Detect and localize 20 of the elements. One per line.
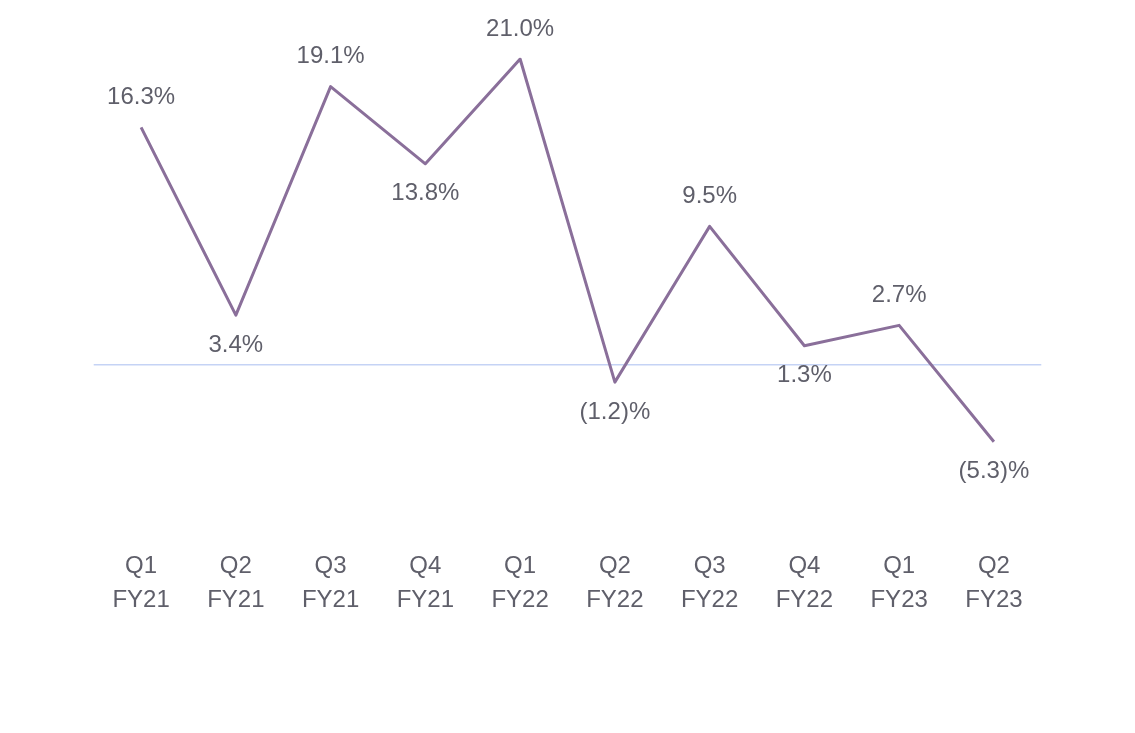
- x-tick-label: Q3 FY21: [301, 551, 360, 612]
- data-label: 3.4%: [208, 329, 264, 357]
- data-label: 2.7%: [871, 279, 927, 307]
- data-label: (1.2)%: [579, 396, 651, 424]
- data-label: 9.5%: [682, 181, 737, 209]
- x-tick-label: Q2 FY23: [965, 551, 1023, 612]
- data-label: 13.8%: [391, 178, 460, 206]
- x-tick-label: Q2 FY22: [586, 551, 644, 612]
- data-label: 1.3%: [777, 360, 832, 388]
- data-label: 19.1%: [296, 41, 365, 69]
- data-label: 21.0%: [486, 13, 555, 41]
- x-tick-label: Q1 FY22: [491, 551, 549, 612]
- data-label: 16.3%: [107, 82, 176, 110]
- x-tick-label: Q3 FY22: [680, 551, 739, 612]
- x-tick-label: Q1 FY23: [870, 551, 928, 612]
- x-tick-label: Q4 FY22: [775, 551, 834, 612]
- data-label: (5.3)%: [958, 456, 1030, 484]
- x-tick-label: Q1 FY21: [112, 551, 170, 612]
- x-tick-label: Q2 FY21: [207, 551, 265, 612]
- x-tick-label: Q4 FY21: [396, 551, 455, 612]
